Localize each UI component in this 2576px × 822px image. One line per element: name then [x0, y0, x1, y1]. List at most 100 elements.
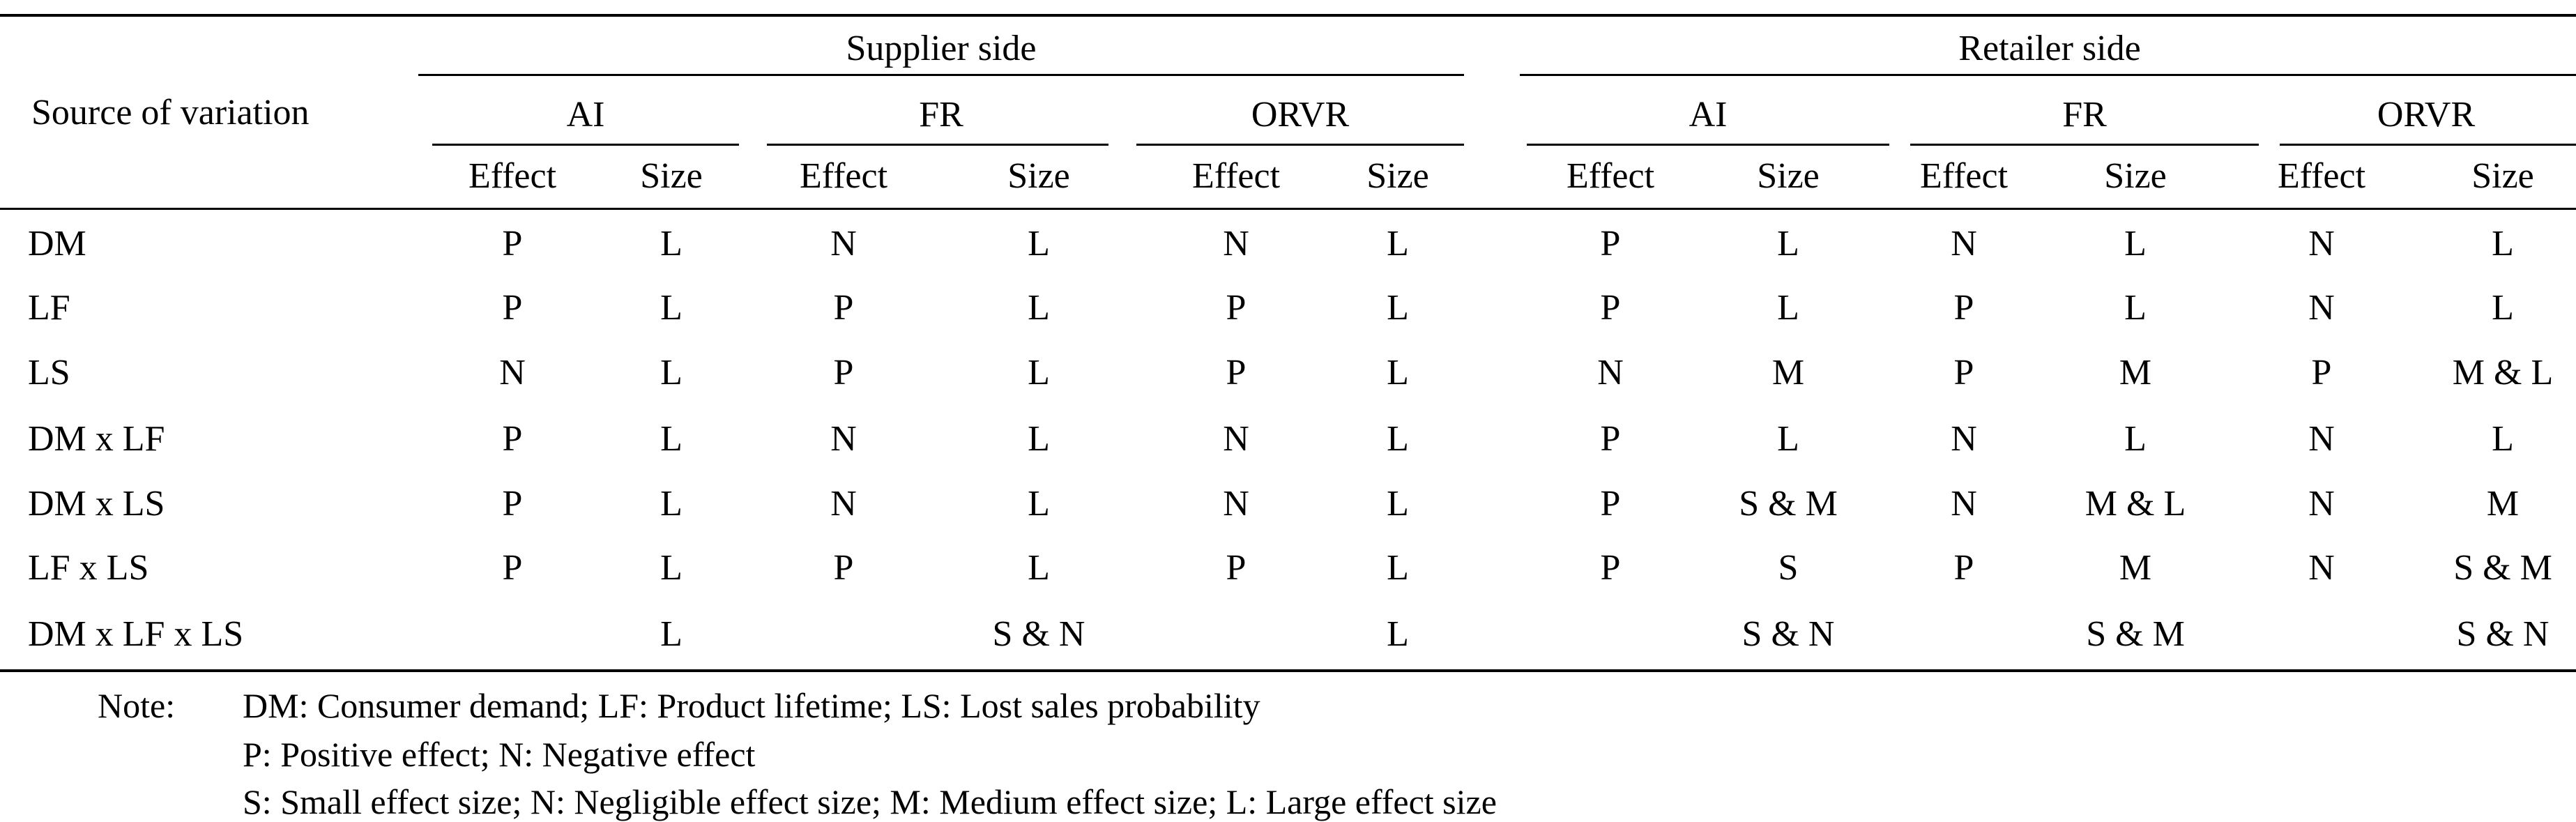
table-cell: P [1226, 548, 1247, 588]
group-header-supplier: Supplier side [846, 29, 1037, 68]
retailer-ai-rule [1527, 144, 1889, 146]
table-cell: S & M [2086, 614, 2185, 654]
row-source-label: DM [28, 224, 86, 264]
metric-header-retailer-ai: AI [1689, 95, 1728, 135]
table-cell: S & M [1739, 484, 1838, 524]
table-cell: P [502, 484, 523, 524]
top-rule [0, 14, 2576, 17]
table-cell: L [2492, 224, 2514, 264]
table-bottom-rule [0, 669, 2576, 672]
table-cell: N [1223, 419, 1249, 459]
table-cell: L [1028, 224, 1050, 264]
supplier-ai-rule [432, 144, 739, 146]
retailer-group-rule [1520, 74, 2576, 76]
row-source-label: DM x LS [28, 484, 165, 524]
sub-header-effect: Effect [1566, 156, 1655, 196]
table-cell: P [2311, 353, 2332, 393]
table-cell: P [1600, 484, 1621, 524]
row-source-label: LS [28, 353, 70, 393]
table-cell: N [2308, 288, 2335, 328]
table-cell: M [2119, 353, 2152, 393]
table-cell: N [2308, 484, 2335, 524]
table-cell: L [2124, 224, 2147, 264]
table-cell: N [499, 353, 526, 393]
table-cell: P [1953, 353, 1974, 393]
table-cell: P [1226, 353, 1247, 393]
row-source-label: DM x LF x LS [28, 614, 244, 654]
table-cell: N [2308, 224, 2335, 264]
row-source-label: LF [28, 288, 70, 328]
table-cell: L [1028, 288, 1050, 328]
table-cell: M & L [2452, 353, 2554, 393]
sub-header-effect: Effect [1919, 156, 2009, 196]
sub-header-size: Size [640, 156, 703, 196]
table-cell: L [2124, 288, 2147, 328]
table-cell: P [1953, 288, 1974, 328]
group-header-retailer: Retailer side [1958, 29, 2141, 68]
table-cell: N [830, 419, 857, 459]
table-cell: P [1600, 548, 1621, 588]
table-cell: P [833, 548, 854, 588]
sub-header-size: Size [1757, 156, 1820, 196]
table-cell: L [660, 353, 683, 393]
sub-header-effect: Effect [2277, 156, 2366, 196]
table-cell: L [1387, 353, 1409, 393]
table-cell: S [1778, 548, 1799, 588]
retailer-orvr-rule [2280, 144, 2576, 146]
retailer-fr-rule [1910, 144, 2259, 146]
table-cell: L [660, 224, 683, 264]
table-cell: S & M [2453, 548, 2552, 588]
table-cell: L [1777, 419, 1799, 459]
note-line: DM: Consumer demand; LF: Product lifetim… [243, 686, 1260, 725]
table-cell: L [1028, 484, 1050, 524]
supplier-fr-rule [767, 144, 1108, 146]
metric-header-supplier-ai: AI [566, 95, 605, 135]
table-cell: P [833, 288, 854, 328]
table-cell: L [1387, 288, 1409, 328]
sub-header-size: Size [2471, 156, 2534, 196]
table-cell: M [2486, 484, 2520, 524]
table-cell: P [502, 548, 523, 588]
table-cell: P [1953, 548, 1974, 588]
table-cell: L [660, 288, 683, 328]
sub-header-effect: Effect [1191, 156, 1281, 196]
table-cell: P [1600, 288, 1621, 328]
supplier-group-rule [418, 74, 1464, 76]
header-bottom-rule [0, 208, 2576, 210]
table-cell: N [1597, 353, 1624, 393]
table-cell: N [1223, 224, 1249, 264]
table-cell: M [2119, 548, 2152, 588]
table-cell: L [1387, 614, 1409, 654]
sub-header-size: Size [1366, 156, 1429, 196]
table-cell: L [1387, 419, 1409, 459]
note-line: S: Small effect size; N: Negligible effe… [243, 782, 1497, 821]
metric-header-retailer-orvr: ORVR [2377, 95, 2476, 135]
table-cell: L [1777, 224, 1799, 264]
table-cell: S & N [1742, 614, 1835, 654]
table-cell: N [2308, 548, 2335, 588]
table-cell: L [2492, 288, 2514, 328]
table-cell: L [1387, 224, 1409, 264]
table-cell: L [660, 484, 683, 524]
table-cell: N [2308, 419, 2335, 459]
table-cell: L [1028, 548, 1050, 588]
metric-header-retailer-fr: FR [2062, 95, 2107, 135]
table-cell: L [2124, 419, 2147, 459]
sub-header-size: Size [2104, 156, 2167, 196]
table-cell: N [1951, 419, 1977, 459]
table-cell: L [1028, 353, 1050, 393]
table-cell: L [1387, 548, 1409, 588]
table-cell: N [1951, 224, 1977, 264]
metric-header-supplier-fr: FR [919, 95, 963, 135]
table-cell: N [1951, 484, 1977, 524]
table-cell: L [2492, 419, 2514, 459]
table-cell: P [502, 419, 523, 459]
row-source-label: LF x LS [28, 548, 149, 588]
table-cell: M & L [2085, 484, 2186, 524]
table-cell: L [660, 548, 683, 588]
row-header-label: Source of variation [31, 93, 310, 132]
table-cell: L [1387, 484, 1409, 524]
table-cell: P [1600, 419, 1621, 459]
supplier-orvr-rule [1136, 144, 1464, 146]
table-cell: N [830, 484, 857, 524]
